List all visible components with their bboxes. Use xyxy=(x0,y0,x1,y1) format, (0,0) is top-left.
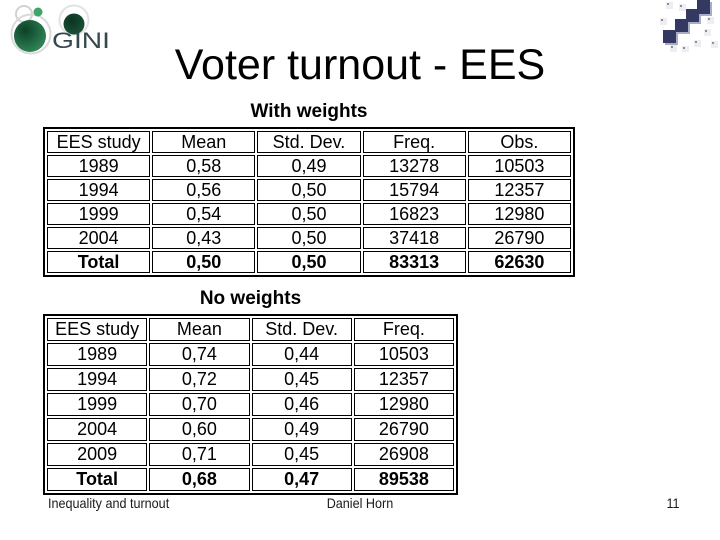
table-cell: 1999 xyxy=(47,393,148,416)
table-cell: 12357 xyxy=(353,368,454,391)
table-cell: 0,74 xyxy=(149,343,250,366)
table-cell: 2004 xyxy=(47,227,151,249)
footer-author-text: Daniel Horn xyxy=(326,495,394,511)
table-cell: 83313 xyxy=(362,251,466,273)
table-cell: 0,44 xyxy=(251,343,352,366)
table-cell: EES study xyxy=(47,131,151,153)
table-cell: Std. Dev. xyxy=(251,318,352,341)
table-cell: 0,70 xyxy=(149,393,250,416)
table-cell: Mean xyxy=(149,318,250,341)
table-cell: Std. Dev. xyxy=(257,131,361,153)
no-weights-caption: No weights xyxy=(199,288,302,309)
with-weights-section: With weights EES study Mean Std. Dev. Freq.… xyxy=(43,100,575,277)
table-cell: 0,47 xyxy=(251,468,352,491)
footer-topic: Inequality and turnout xyxy=(48,495,183,511)
table-cell: 0,50 xyxy=(257,179,361,201)
table-cell: Freq. xyxy=(362,131,466,153)
pattern-steps xyxy=(663,0,710,43)
with-weights-table: EES study Mean Std. Dev. Freq. Obs. 1989 0,58 0… xyxy=(43,127,575,277)
table-cell: 1994 xyxy=(47,368,148,391)
table-cell: Mean xyxy=(152,131,256,153)
slide-footer: Inequality and turnout Daniel Horn 11 xyxy=(0,495,720,515)
table-cell: 12980 xyxy=(467,203,571,225)
table-cell: 13278 xyxy=(362,155,466,177)
table-cell: 10503 xyxy=(467,155,571,177)
table-row: 1994 0,72 0,45 12357 xyxy=(47,368,454,391)
table-cell: Total xyxy=(47,251,151,273)
table-cell: 0,49 xyxy=(257,155,361,177)
table-row: 1989 0,58 0,49 13278 10503 xyxy=(47,155,571,177)
table-cell: 26790 xyxy=(467,227,571,249)
table-row: Total 0,50 0,50 83313 62630 xyxy=(47,251,571,273)
table-cell: 2009 xyxy=(47,443,148,466)
table-cell: 12980 xyxy=(353,393,454,416)
table-cell: 26790 xyxy=(353,418,454,441)
table-cell: Freq. xyxy=(353,318,454,341)
table-row: 1999 0,70 0,46 12980 xyxy=(47,393,454,416)
table-cell: 0,68 xyxy=(149,468,250,491)
table-cell: 1994 xyxy=(47,179,151,201)
table-cell: 2004 xyxy=(47,418,148,441)
table-row: 2004 0,43 0,50 37418 26790 xyxy=(47,227,571,249)
table-cell: 0,56 xyxy=(152,179,256,201)
table-cell: 0,54 xyxy=(152,203,256,225)
table-cell: 1989 xyxy=(47,155,151,177)
table-cell: 89538 xyxy=(353,468,454,491)
slide-title: Voter turnout - EES xyxy=(174,41,546,89)
table-cell: 0,49 xyxy=(251,418,352,441)
table-cell: 12357 xyxy=(467,179,571,201)
table-cell: 0,50 xyxy=(257,251,361,273)
table-cell: 10503 xyxy=(353,343,454,366)
table-cell: 0,45 xyxy=(251,368,352,391)
table-cell: 0,58 xyxy=(152,155,256,177)
table-header-row: EES study Mean Std. Dev. Freq. xyxy=(47,318,454,341)
footer-author: Daniel Horn xyxy=(0,495,720,511)
table-cell: 0,43 xyxy=(152,227,256,249)
gini-logo: GINI xyxy=(10,4,110,55)
table-cell: 15794 xyxy=(362,179,466,201)
footer-topic-text: Inequality and turnout xyxy=(48,495,170,511)
page-number: 11 xyxy=(665,495,680,511)
table-cell: 0,50 xyxy=(152,251,256,273)
no-weights-table: EES study Mean Std. Dev. Freq. 1989 0,74 0,44 1… xyxy=(43,314,458,495)
table-cell: EES study xyxy=(47,318,148,341)
table-row: 2009 0,71 0,45 26908 xyxy=(47,443,454,466)
no-weights-section: No weights EES study Mean Std. Dev. Freq. 19… xyxy=(43,287,458,495)
table-cell: 1989 xyxy=(47,343,148,366)
corner-pattern xyxy=(660,0,718,52)
logo-circles xyxy=(10,4,90,55)
logo-text: GINI xyxy=(52,28,110,53)
with-weights-caption: With weights xyxy=(250,101,368,122)
table-cell: 1999 xyxy=(47,203,151,225)
table-cell: 0,72 xyxy=(149,368,250,391)
table-cell: 0,71 xyxy=(149,443,250,466)
table-cell: 26908 xyxy=(353,443,454,466)
table-cell: Total xyxy=(47,468,148,491)
table-row: Total 0,68 0,47 89538 xyxy=(47,468,454,491)
table-cell: Obs. xyxy=(467,131,571,153)
table-cell: 0,60 xyxy=(149,418,250,441)
table-cell: 37418 xyxy=(362,227,466,249)
table-row: 2004 0,60 0,49 26790 xyxy=(47,418,454,441)
table-cell: 62630 xyxy=(467,251,571,273)
table-row: 1989 0,74 0,44 10503 xyxy=(47,343,454,366)
table-cell: 0,45 xyxy=(251,443,352,466)
table-cell: 0,46 xyxy=(251,393,352,416)
table-cell: 0,50 xyxy=(257,203,361,225)
pattern-tiles xyxy=(660,2,718,52)
table-row: 1994 0,56 0,50 15794 12357 xyxy=(47,179,571,201)
table-cell: 0,50 xyxy=(257,227,361,249)
table-row: 1999 0,54 0,50 16823 12980 xyxy=(47,203,571,225)
page-number-text: 11 xyxy=(666,495,680,511)
table-cell: 16823 xyxy=(362,203,466,225)
table-header-row: EES study Mean Std. Dev. Freq. Obs. xyxy=(47,131,571,153)
